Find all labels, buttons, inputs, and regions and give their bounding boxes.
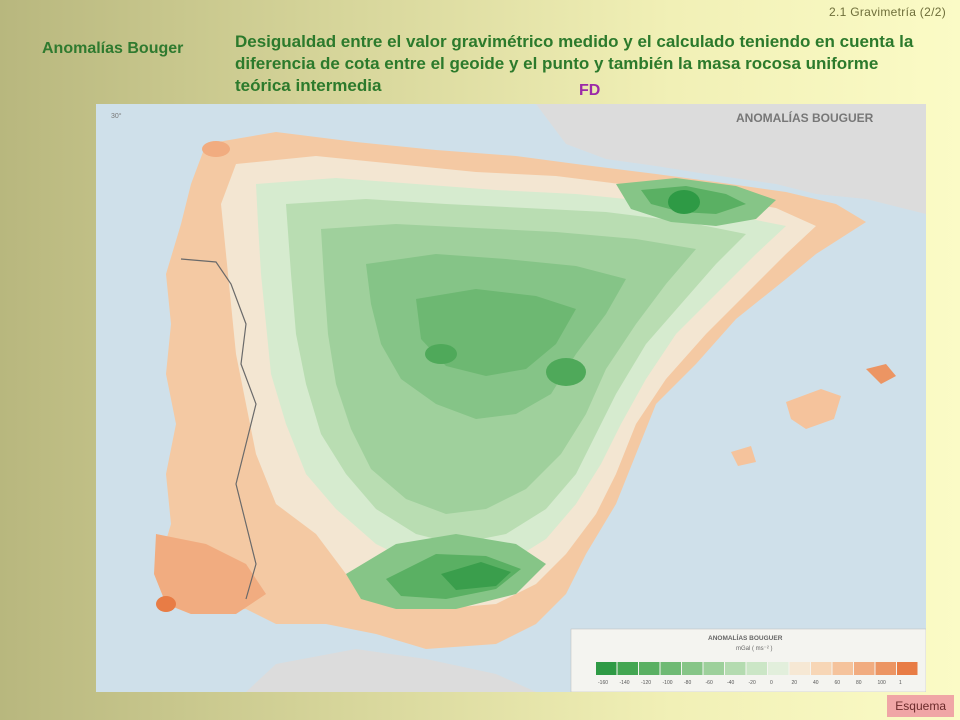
legend-tick-label: -40 bbox=[727, 680, 734, 686]
legend-swatch bbox=[768, 662, 789, 675]
legend-swatch bbox=[596, 662, 617, 675]
bouguer-anomaly-map: ANOMALÍAS BOUGUER 30° ANOMALÍAS BOUGUER … bbox=[96, 104, 926, 692]
legend-title: ANOMALÍAS BOUGUER bbox=[708, 633, 783, 642]
ibiza bbox=[731, 446, 756, 466]
africa-land bbox=[246, 649, 536, 692]
legend-swatches bbox=[596, 662, 918, 675]
legend-tick-label: -80 bbox=[684, 680, 691, 686]
legend-swatch bbox=[725, 662, 746, 675]
map-title: ANOMALÍAS BOUGUER bbox=[736, 110, 874, 125]
legend-ticks: -160 -140 -120 -100 -80 -60 -40 -20 0 20 40 60 80 100… bbox=[598, 680, 902, 686]
legend-tick-label: -20 bbox=[749, 680, 756, 686]
portugal-sw-anomaly bbox=[154, 534, 266, 614]
legend-swatch bbox=[746, 662, 767, 675]
legend-tick-label: -60 bbox=[706, 680, 713, 686]
contour-minus120-center bbox=[546, 358, 586, 386]
legend-swatch bbox=[617, 662, 638, 675]
legend-tick-label: -160 bbox=[598, 680, 608, 686]
fd-label: FD bbox=[579, 82, 601, 99]
legend-swatch bbox=[832, 662, 853, 675]
legend-box bbox=[570, 628, 926, 692]
legend-tick-label: 100 bbox=[878, 680, 887, 686]
betic-core bbox=[441, 562, 511, 590]
legend-tick-label: 0 bbox=[770, 680, 773, 686]
legend-swatch bbox=[789, 662, 810, 675]
legend-tick-label: 80 bbox=[856, 680, 862, 686]
lat-label: 30° bbox=[111, 112, 122, 120]
legend-tick-label: 1 bbox=[899, 680, 902, 686]
side-title: Anomalías Bouger bbox=[42, 40, 184, 57]
france-land bbox=[536, 104, 926, 214]
legend-unit: mGal ( ms⁻² ) bbox=[736, 646, 773, 652]
legend-swatch bbox=[811, 662, 832, 675]
legend-swatch bbox=[703, 662, 724, 675]
legend-tick-label: -140 bbox=[620, 680, 630, 686]
legend-swatch bbox=[639, 662, 660, 675]
esquema-button[interactable]: Esquema bbox=[887, 695, 954, 717]
legend-swatch bbox=[897, 662, 918, 675]
pyrenees-core bbox=[668, 190, 700, 214]
legend: ANOMALÍAS BOUGUER mGal ( ms⁻² ) -160 -140… bbox=[570, 628, 926, 692]
border-portugal-spain bbox=[180, 258, 257, 600]
legend-tick-label: -120 bbox=[641, 680, 651, 686]
legend-tick-label: 60 bbox=[835, 680, 841, 686]
galicia-anomaly bbox=[202, 141, 230, 157]
menorca bbox=[866, 364, 896, 384]
mallorca bbox=[786, 389, 841, 429]
contour-minus120-west bbox=[425, 344, 457, 364]
algarve-anomaly bbox=[156, 596, 176, 612]
page-description: Desigualdad entre el valor gravimétrico … bbox=[235, 32, 914, 95]
legend-tick-label: 20 bbox=[792, 680, 798, 686]
legend-tick-label: -100 bbox=[663, 680, 673, 686]
legend-swatch bbox=[854, 662, 875, 675]
legend-swatch bbox=[682, 662, 703, 675]
legend-swatch bbox=[660, 662, 681, 675]
breadcrumb: 2.1 Gravimetría (2/2) bbox=[828, 5, 946, 19]
legend-tick-label: 40 bbox=[813, 680, 819, 686]
map-svg: ANOMALÍAS BOUGUER 30° ANOMALÍAS BOUGUER … bbox=[96, 104, 926, 692]
legend-swatch bbox=[875, 662, 896, 675]
